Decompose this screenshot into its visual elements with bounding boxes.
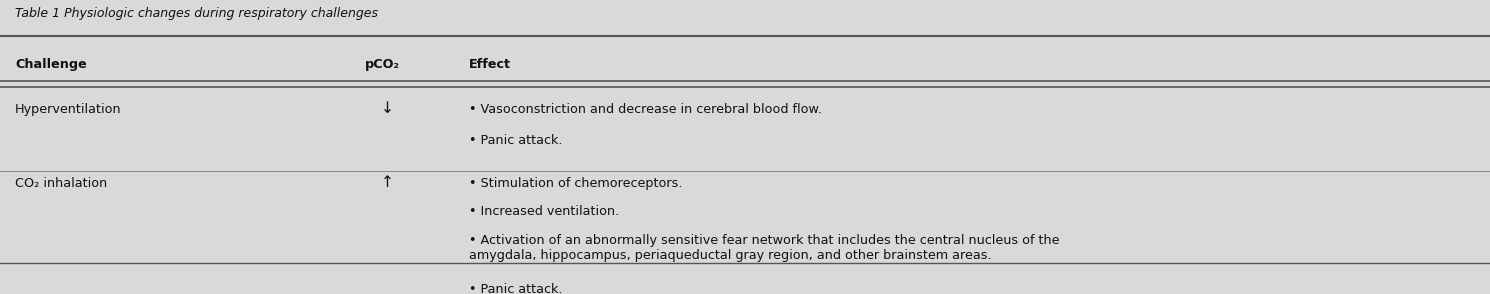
Text: • Vasoconstriction and decrease in cerebral blood flow.: • Vasoconstriction and decrease in cereb… xyxy=(469,103,822,116)
Text: Challenge: Challenge xyxy=(15,58,86,71)
Text: • Panic attack.: • Panic attack. xyxy=(469,134,563,147)
Text: ↓: ↓ xyxy=(381,101,393,116)
Text: Effect: Effect xyxy=(469,58,511,71)
Text: • Panic attack.: • Panic attack. xyxy=(469,283,563,294)
Text: pCO₂: pCO₂ xyxy=(365,58,399,71)
Text: CO₂ inhalation: CO₂ inhalation xyxy=(15,177,107,190)
Text: • Increased ventilation.: • Increased ventilation. xyxy=(469,206,620,218)
Text: Hyperventilation: Hyperventilation xyxy=(15,103,122,116)
Text: Table 1 Physiologic changes during respiratory challenges: Table 1 Physiologic changes during respi… xyxy=(15,7,378,20)
Text: • Activation of an abnormally sensitive fear network that includes the central n: • Activation of an abnormally sensitive … xyxy=(469,234,1059,262)
Text: • Stimulation of chemoreceptors.: • Stimulation of chemoreceptors. xyxy=(469,177,682,190)
Text: ↑: ↑ xyxy=(381,175,393,190)
